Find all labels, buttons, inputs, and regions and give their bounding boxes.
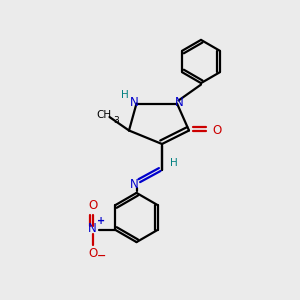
Text: O: O bbox=[88, 199, 97, 212]
Text: H: H bbox=[121, 90, 129, 100]
Text: CH: CH bbox=[96, 110, 111, 121]
Text: N: N bbox=[130, 178, 139, 191]
Text: N: N bbox=[130, 96, 139, 109]
Text: N: N bbox=[175, 96, 184, 109]
Text: 3: 3 bbox=[113, 116, 119, 125]
Text: O: O bbox=[88, 247, 97, 260]
Text: N: N bbox=[88, 222, 97, 236]
Text: +: + bbox=[97, 216, 105, 226]
Text: −: − bbox=[96, 251, 106, 261]
Text: O: O bbox=[212, 124, 221, 137]
Text: H: H bbox=[169, 158, 177, 168]
